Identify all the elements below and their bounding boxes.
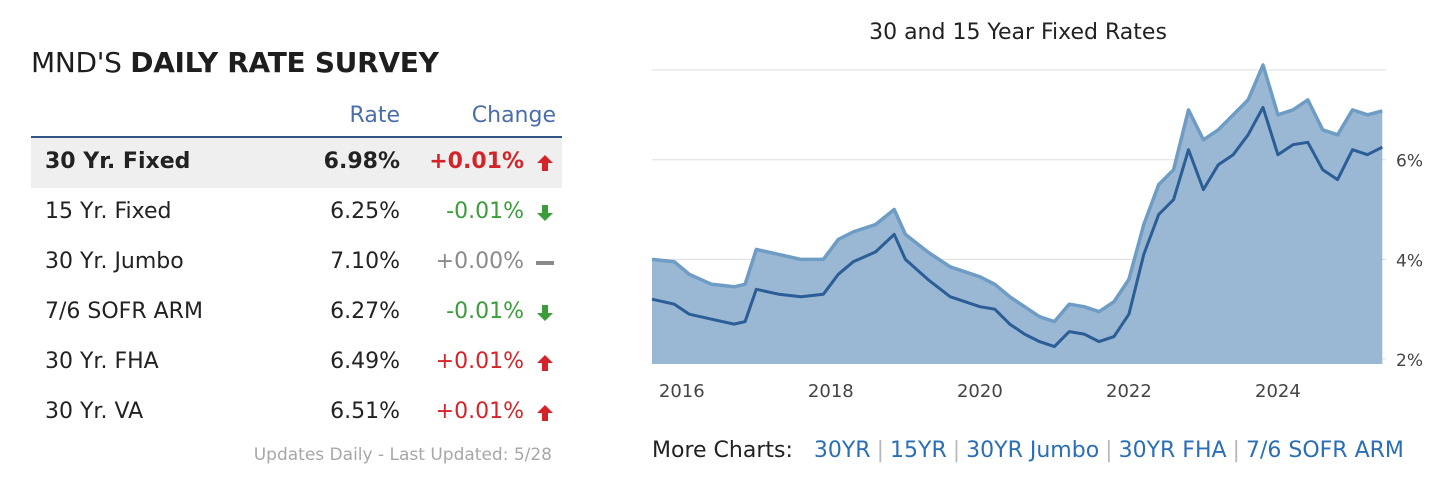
- rate-value: 6.51%: [330, 399, 400, 424]
- rate-row-sofr-arm[interactable]: 7/6 SOFR ARM 6.27% -0.01%: [31, 288, 562, 338]
- arrow-up-icon: [537, 355, 553, 371]
- x-tick-label: 2020: [957, 381, 1003, 402]
- loan-type-label: 30 Yr. FHA: [45, 349, 159, 374]
- link-30yr-fha[interactable]: 30YR FHA: [1118, 438, 1227, 463]
- y-tick-label: 4%: [1396, 251, 1423, 271]
- chart-area-layer: [652, 65, 1383, 364]
- x-tick-label: 2018: [808, 381, 854, 402]
- change-value: +0.00%: [435, 249, 524, 274]
- rate-value: 7.10%: [330, 249, 400, 274]
- tick-labels: 2% 4% 6% 2016 2018 2020 2022 2024: [659, 152, 1423, 402]
- arrow-down-icon: [537, 205, 553, 221]
- link-30yr[interactable]: 30YR: [813, 438, 871, 463]
- loan-type-label: 15 Yr. Fixed: [45, 199, 172, 224]
- survey-title: MND'S DAILY RATE SURVEY: [31, 40, 562, 86]
- link-sofr-arm[interactable]: 7/6 SOFR ARM: [1245, 438, 1404, 463]
- x-tick-label: 2022: [1106, 381, 1152, 402]
- link-30yr-jumbo[interactable]: 30YR Jumbo: [966, 438, 1100, 463]
- change-value: +0.01%: [435, 349, 524, 374]
- y-tick-label: 6%: [1396, 152, 1423, 172]
- rate-row-30yr-va[interactable]: 30 Yr. VA 6.51% +0.01%: [31, 388, 562, 438]
- last-updated-text: Updates Daily - Last Updated: 5/28: [253, 445, 552, 465]
- x-tick-label: 2016: [659, 381, 705, 402]
- column-header-change: Change: [471, 103, 556, 128]
- loan-type-label: 30 Yr. Fixed: [45, 149, 191, 174]
- rate-value: 6.25%: [330, 199, 400, 224]
- link-separator: |: [1232, 438, 1240, 463]
- survey-title-bold: DAILY RATE SURVEY: [130, 46, 439, 79]
- chart-line-layer: [651, 63, 1383, 349]
- loan-type-label: 7/6 SOFR ARM: [45, 299, 203, 324]
- series-line-15yr: [651, 105, 1383, 349]
- arrow-up-icon: [537, 405, 553, 421]
- link-separator: |: [876, 438, 885, 463]
- survey-title-prefix: MND'S: [31, 46, 131, 79]
- rate-row-30yr-fha[interactable]: 30 Yr. FHA 6.49% +0.01%: [31, 338, 562, 388]
- column-header-rate: Rate: [349, 103, 400, 128]
- rate-value: 6.27%: [330, 299, 400, 324]
- change-value: +0.01%: [429, 149, 524, 174]
- rate-row-30yr-jumbo[interactable]: 30 Yr. Jumbo 7.10% +0.00%: [31, 238, 562, 288]
- link-separator: |: [952, 438, 961, 463]
- rate-row-30yr-fixed[interactable]: 30 Yr. Fixed 6.98% +0.01%: [31, 138, 562, 188]
- rate-row-15yr-fixed[interactable]: 15 Yr. Fixed 6.25% -0.01%: [31, 188, 562, 238]
- dash-icon: [536, 261, 554, 265]
- more-charts-nav: More Charts: 30YR | 15YR | 30YR Jumbo | 30YR F…: [652, 438, 1404, 463]
- loan-type-label: 30 Yr. VA: [45, 399, 144, 424]
- x-tick-label: 2024: [1255, 381, 1301, 402]
- chart-title: 30 and 15 Year Fixed Rates: [869, 20, 1167, 45]
- rate-value: 6.49%: [330, 349, 400, 374]
- link-separator: |: [1105, 438, 1113, 463]
- rate-value: 6.98%: [323, 149, 400, 174]
- series-line-30yr: [651, 63, 1383, 324]
- loan-type-label: 30 Yr. Jumbo: [45, 249, 184, 274]
- change-value: -0.01%: [446, 299, 524, 324]
- survey-table-header: Rate Change: [31, 86, 562, 138]
- rate-area-30yr: [652, 65, 1383, 364]
- arrow-up-icon: [537, 155, 553, 171]
- arrow-down-icon: [537, 305, 553, 321]
- more-charts-label: More Charts:: [652, 438, 793, 463]
- link-15yr[interactable]: 15YR: [890, 438, 947, 463]
- change-value: +0.01%: [435, 399, 524, 424]
- change-value: -0.01%: [446, 199, 524, 224]
- y-tick-label: 2%: [1396, 351, 1423, 371]
- rate-survey-panel: MND'S DAILY RATE SURVEY Rate Change 30 Y…: [31, 40, 562, 465]
